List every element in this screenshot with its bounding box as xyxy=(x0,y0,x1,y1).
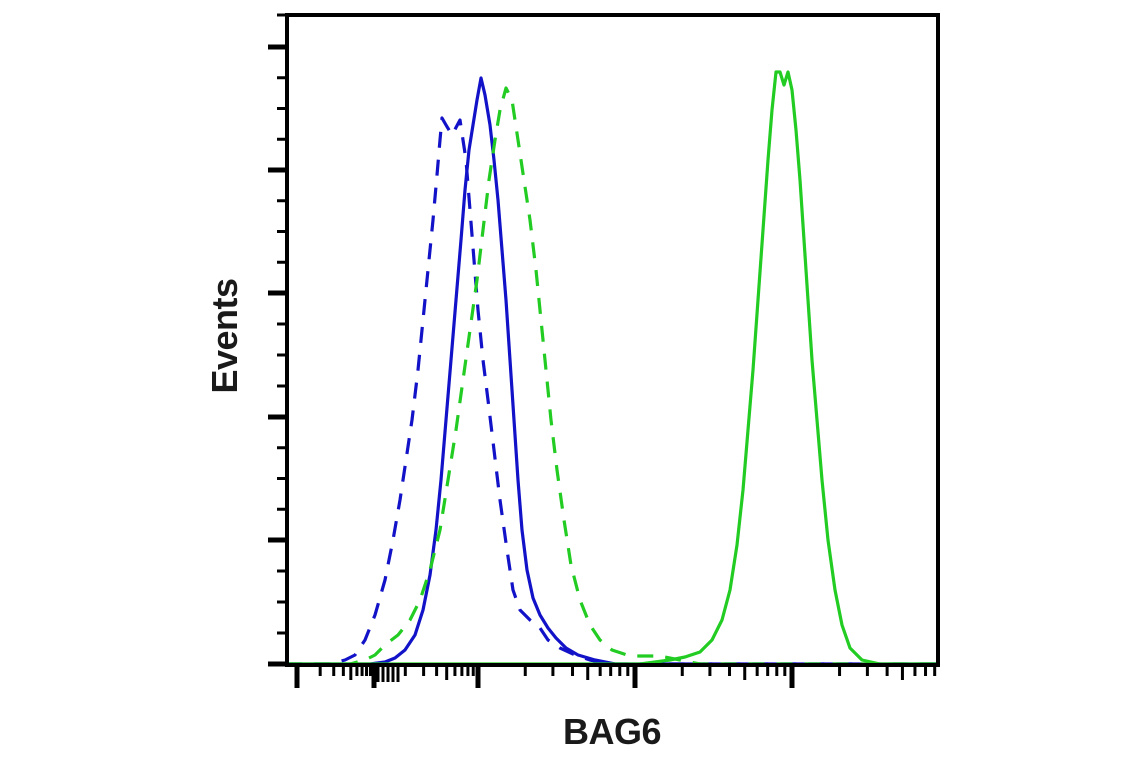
series-solid-green-line xyxy=(286,70,938,666)
y-axis-label: Events xyxy=(204,278,245,394)
x-axis-ticks xyxy=(294,666,937,688)
series-solid-blue-line xyxy=(286,76,938,666)
plot-frame xyxy=(285,13,940,667)
x-axis-label: BAG6 xyxy=(562,711,662,752)
y-axis-ticks xyxy=(268,13,286,667)
histogram-series xyxy=(286,70,938,666)
series-dashed-green-line xyxy=(286,86,938,666)
series-dashed-blue-line xyxy=(286,116,938,666)
